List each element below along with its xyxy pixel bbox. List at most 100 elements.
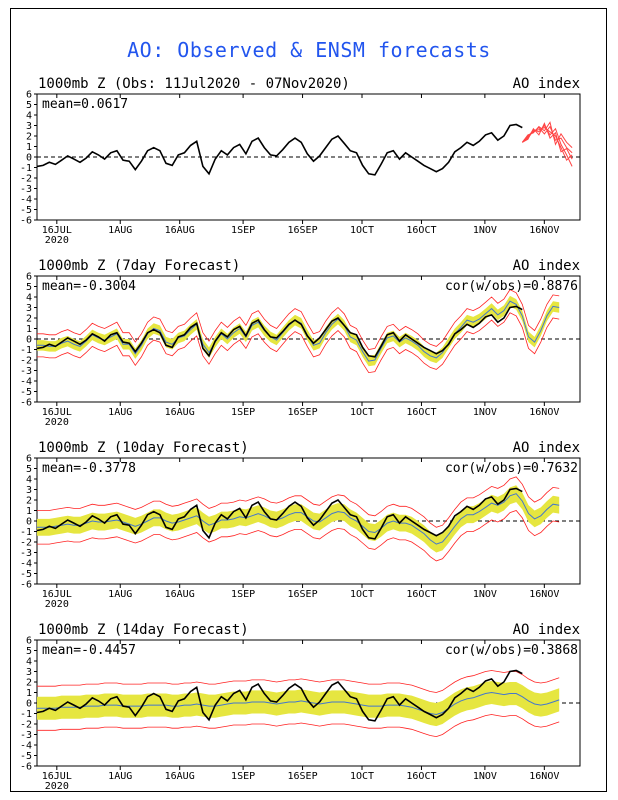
- y-tick-label: -4: [20, 377, 32, 388]
- x-tick-label: 16OCT: [406, 589, 436, 600]
- spread-band: [37, 681, 560, 727]
- x-tick-label: 16NOV: [529, 407, 559, 418]
- mean-label: mean=-0.3778: [42, 461, 136, 476]
- observed-line: [36, 305, 523, 358]
- index-label: AO index: [513, 76, 580, 92]
- y-tick-label: -2: [20, 174, 32, 185]
- y-tick-label: -4: [20, 195, 32, 206]
- x-tick-label: 16SEP: [288, 589, 318, 600]
- y-tick-label: 6: [26, 454, 32, 465]
- envelope-upper-line: [37, 289, 560, 350]
- y-tick-label: -4: [20, 741, 32, 752]
- x-tick-label: 1AUG: [108, 225, 132, 236]
- y-tick-label: -6: [20, 216, 32, 227]
- x-tick-label: 1NOV: [473, 589, 497, 600]
- x-tick-label: 16SEP: [288, 407, 318, 418]
- y-tick-label: -5: [20, 569, 32, 580]
- x-year-label: 2020: [45, 417, 69, 428]
- panel-title: 1000mb Z (Obs: 11Jul2020 - 07Nov2020): [38, 76, 350, 92]
- x-tick-label: 16OCT: [406, 771, 436, 782]
- observed-line: [36, 669, 523, 722]
- y-tick-label: 0: [26, 153, 32, 164]
- y-tick-label: -5: [20, 751, 32, 762]
- observed-line: [36, 487, 523, 540]
- observed-line: [36, 123, 523, 176]
- x-tick-label: 16JUL: [42, 771, 72, 782]
- x-tick-label: 16OCT: [406, 225, 436, 236]
- y-tick-label: 6: [26, 272, 32, 283]
- correlation-label: cor(w/obs)=0.3868: [445, 643, 578, 658]
- page-title: AO: Observed & ENSM forecasts: [127, 38, 491, 62]
- envelope-lower-line: [37, 510, 560, 562]
- y-tick-label: 3: [26, 303, 32, 314]
- x-tick-label: 1OCT: [350, 771, 374, 782]
- x-tick-label: 16AUG: [165, 771, 195, 782]
- mean-label: mean=-0.3004: [42, 279, 136, 294]
- y-tick-label: 1: [26, 142, 32, 153]
- x-tick-label: 1OCT: [350, 407, 374, 418]
- y-tick-label: -5: [20, 387, 32, 398]
- y-tick-label: 2: [26, 496, 32, 507]
- ensemble-mean-line: [37, 493, 560, 545]
- x-tick-label: 1OCT: [350, 225, 374, 236]
- y-tick-label: 5: [26, 646, 32, 657]
- y-tick-label: 3: [26, 121, 32, 132]
- panel-title: 1000mb Z (10day Forecast): [38, 440, 249, 456]
- y-tick-label: -6: [20, 762, 32, 773]
- x-tick-label: 1AUG: [108, 589, 132, 600]
- y-tick-label: 4: [26, 657, 32, 668]
- y-tick-label: 1: [26, 324, 32, 335]
- y-tick-label: 0: [26, 517, 32, 528]
- y-tick-label: -4: [20, 559, 32, 570]
- x-tick-label: 1AUG: [108, 771, 132, 782]
- spread-band: [37, 485, 560, 553]
- y-tick-label: -3: [20, 184, 32, 195]
- index-label: AO index: [513, 622, 580, 638]
- x-tick-label: 16OCT: [406, 407, 436, 418]
- x-year-label: 2020: [45, 235, 69, 246]
- x-tick-label: 1SEP: [231, 589, 255, 600]
- x-tick-label: 16NOV: [529, 225, 559, 236]
- x-tick-label: 1SEP: [231, 407, 255, 418]
- y-tick-label: -2: [20, 720, 32, 731]
- x-year-label: 2020: [45, 599, 69, 610]
- x-tick-label: 1NOV: [473, 225, 497, 236]
- x-tick-label: 1SEP: [231, 225, 255, 236]
- x-tick-label: 1OCT: [350, 589, 374, 600]
- y-tick-label: -3: [20, 730, 32, 741]
- y-tick-label: 6: [26, 636, 32, 647]
- panel-title: 1000mb Z (14day Forecast): [38, 622, 249, 638]
- y-tick-label: 4: [26, 475, 32, 486]
- y-tick-label: 5: [26, 464, 32, 475]
- y-tick-label: -5: [20, 205, 32, 216]
- x-tick-label: 16SEP: [288, 225, 318, 236]
- x-tick-label: 16AUG: [165, 589, 195, 600]
- chart-panel-2: 1000mb Z (7day Forecast) AO index6543210-…: [20, 258, 581, 428]
- y-tick-label: 0: [26, 335, 32, 346]
- y-tick-label: 4: [26, 293, 32, 304]
- y-tick-label: -1: [20, 527, 32, 538]
- x-year-label: 2020: [45, 781, 69, 792]
- y-tick-label: 2: [26, 132, 32, 143]
- forecast-member-line-5: [522, 127, 573, 162]
- y-tick-label: -2: [20, 538, 32, 549]
- x-tick-label: 1SEP: [231, 771, 255, 782]
- y-tick-label: -3: [20, 366, 32, 377]
- y-tick-label: 0: [26, 699, 32, 710]
- x-tick-label: 16NOV: [529, 771, 559, 782]
- page-frame: [10, 8, 607, 792]
- mean-label: mean=0.0617: [42, 97, 128, 112]
- y-tick-label: -3: [20, 548, 32, 559]
- x-tick-label: 1NOV: [473, 771, 497, 782]
- y-tick-label: -6: [20, 398, 32, 409]
- x-tick-label: 16JUL: [42, 225, 72, 236]
- y-tick-label: 4: [26, 111, 32, 122]
- y-tick-label: -1: [20, 709, 32, 720]
- x-tick-label: 16NOV: [529, 589, 559, 600]
- envelope-upper-line: [37, 476, 560, 528]
- y-tick-label: 6: [26, 90, 32, 101]
- correlation-label: cor(w/obs)=0.8876: [445, 279, 578, 294]
- chart-panel-1: 1000mb Z (Obs: 11Jul2020 - 07Nov2020) AO …: [20, 76, 581, 246]
